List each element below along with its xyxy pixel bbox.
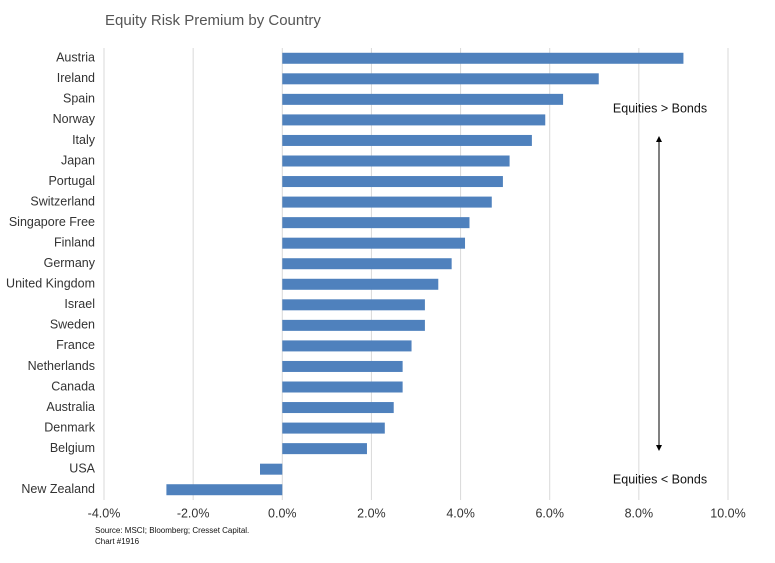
x-tick-label: 2.0% xyxy=(357,506,386,520)
x-tick-label: 0.0% xyxy=(268,506,297,520)
x-tick-label: 6.0% xyxy=(535,506,564,520)
bar xyxy=(282,443,367,455)
y-tick-label: Norway xyxy=(53,112,96,126)
annotation: Equities > Bonds xyxy=(613,101,707,115)
bar xyxy=(282,176,503,188)
bar xyxy=(282,52,684,64)
source: Source: MSCI; Bloomberg; Cresset Capital… xyxy=(95,526,249,535)
y-tick-label: Finland xyxy=(54,235,95,249)
bar xyxy=(282,237,466,249)
y-tick-label: New Zealand xyxy=(21,482,95,496)
bar xyxy=(282,360,403,372)
chart-title: Equity Risk Premium by Country xyxy=(105,12,321,29)
bar xyxy=(282,196,492,208)
bar xyxy=(282,299,425,311)
y-tick-label: Netherlands xyxy=(28,359,95,373)
y-tick-label: United Kingdom xyxy=(6,277,95,291)
bar xyxy=(282,258,452,270)
y-tick-label: Germany xyxy=(44,256,96,270)
y-tick-label: Belgium xyxy=(50,441,95,455)
y-tick-label: USA xyxy=(69,461,95,475)
bar xyxy=(282,93,564,105)
x-tick-label: 8.0% xyxy=(625,506,654,520)
y-tick-label: Portugal xyxy=(48,174,95,188)
y-tick-label: Austria xyxy=(56,51,95,65)
y-tick-label: Ireland xyxy=(57,71,95,85)
y-tick-label: France xyxy=(56,338,95,352)
bar xyxy=(166,484,283,496)
bar xyxy=(282,422,385,434)
bar xyxy=(282,134,532,146)
bar xyxy=(282,114,546,126)
y-tick-label: Sweden xyxy=(50,318,95,332)
x-tick-label: -2.0% xyxy=(177,506,210,520)
bar xyxy=(282,217,470,229)
arrow xyxy=(656,136,662,451)
annotation: Equities < Bonds xyxy=(613,472,707,486)
bar xyxy=(282,402,394,414)
y-tick-label: Australia xyxy=(46,400,95,414)
x-tick-label: -4.0% xyxy=(88,506,121,520)
y-tick-label: Japan xyxy=(61,153,95,167)
y-tick-label: Canada xyxy=(51,379,95,393)
bar xyxy=(282,278,439,290)
bar xyxy=(282,319,425,331)
x-tick-label: 4.0% xyxy=(446,506,475,520)
y-tick-label: Italy xyxy=(72,133,96,147)
bar xyxy=(282,73,599,85)
x-tick-label: 10.0% xyxy=(710,506,745,520)
y-tick-label: Singapore Free xyxy=(9,215,95,229)
bar xyxy=(282,155,510,167)
y-tick-label: Spain xyxy=(63,92,95,106)
bar xyxy=(282,340,412,352)
y-tick-label: Denmark xyxy=(44,420,95,434)
bar xyxy=(260,463,283,475)
source: Chart #1916 xyxy=(95,537,140,546)
y-tick-label: Israel xyxy=(64,297,95,311)
y-tick-label: Switzerland xyxy=(30,194,95,208)
bar xyxy=(282,381,403,393)
